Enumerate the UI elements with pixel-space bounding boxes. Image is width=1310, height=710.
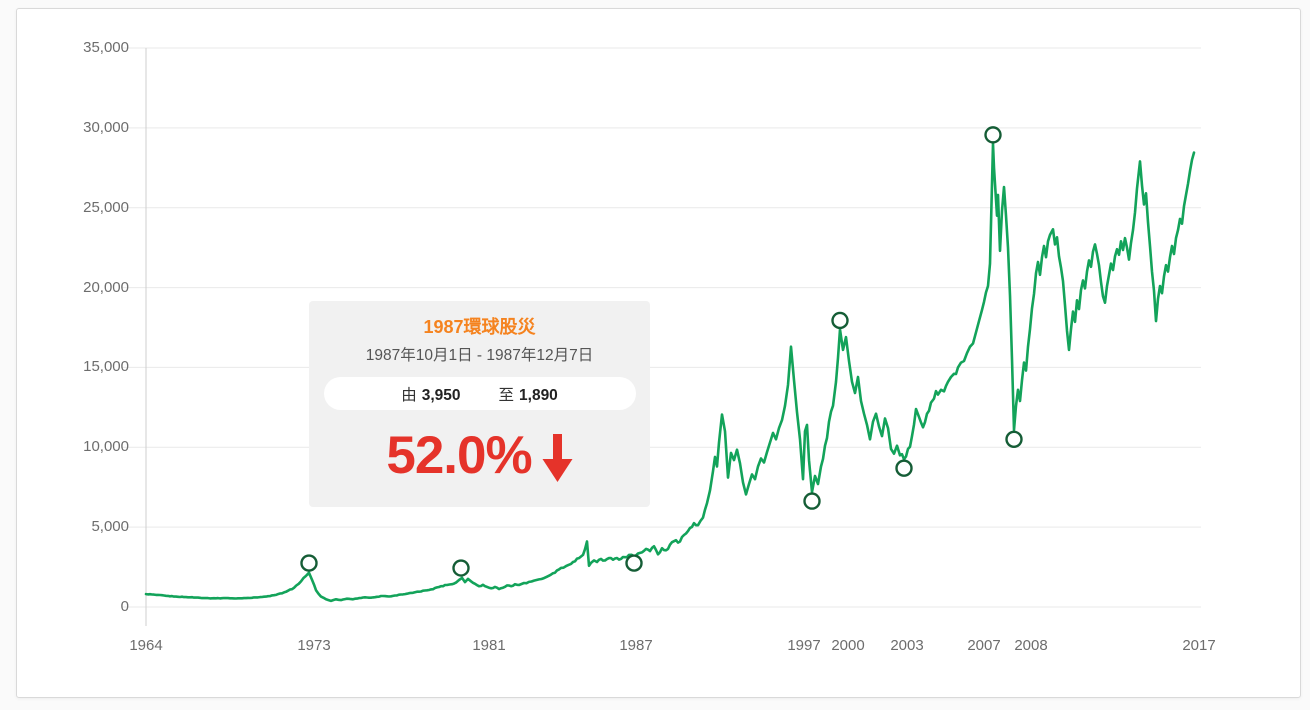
event-marker-2000[interactable]	[831, 311, 849, 330]
event-tooltip: 1987環球股災 1987年10月1日 - 1987年12月7日 由 3,950 …	[309, 301, 650, 507]
event-date-range: 1987年10月1日 - 1987年12月7日	[365, 347, 594, 364]
chart-panel: 0 5,000 10,000 15,000 20,000 25,000 30,000 35,0…	[16, 8, 1301, 698]
event-marker-1981[interactable]	[452, 559, 470, 577]
event-marker-2003[interactable]	[895, 459, 913, 477]
event-title: 1987環球股災	[423, 317, 536, 337]
to-value: 至 1,890	[498, 386, 558, 404]
event-marker-1987[interactable]	[625, 554, 643, 572]
event-marker-1973[interactable]	[300, 554, 318, 572]
from-value: 由 3,950	[401, 386, 461, 404]
event-marker-2007[interactable]	[984, 126, 1002, 144]
from-to-pill: 由 3,950 至 1,890	[323, 377, 636, 410]
down-arrow-icon	[542, 434, 573, 482]
event-marker-1997[interactable]	[803, 492, 821, 510]
hang-seng-index-line[interactable]	[144, 142, 1196, 603]
event-marker-2008[interactable]	[1005, 430, 1023, 448]
change-row: 52.0%	[309, 428, 650, 484]
percent-drop-value: 52.0%	[386, 426, 532, 485]
index-line-chart[interactable]	[17, 9, 1302, 699]
